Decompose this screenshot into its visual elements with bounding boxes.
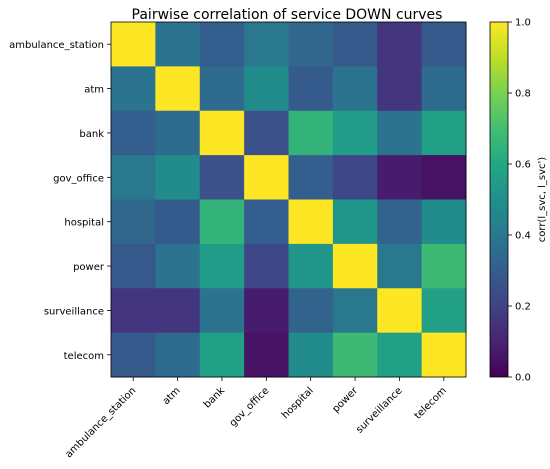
colorbar-tick-label: 0.6: [515, 160, 531, 171]
heatmap-cell-power-surveillance: [377, 243, 423, 289]
heatmap-cell-bank-ambulance_station: [111, 110, 156, 156]
y-tick-label: atm: [84, 85, 104, 96]
heatmap-cell-surveillance-bank: [199, 288, 245, 334]
heatmap-cell-power-telecom: [421, 243, 467, 289]
heatmap-cell-surveillance-atm: [155, 288, 201, 334]
heatmap-cell-telecom-hospital: [288, 332, 334, 378]
heatmap-cell-atm-bank: [199, 66, 245, 112]
heatmap-cell-gov_office-hospital: [288, 155, 334, 201]
colorbar: [489, 21, 509, 378]
heatmap-cell-atm-hospital: [288, 66, 334, 112]
heatmap-cell-atm-surveillance: [377, 66, 423, 112]
heatmap-cell-gov_office-telecom: [421, 155, 467, 201]
heatmap-cell-telecom-ambulance_station: [111, 332, 156, 378]
heatmap-cell-bank-power: [332, 110, 378, 156]
heatmap-cell-gov_office-atm: [155, 155, 201, 201]
heatmap-cell-hospital-power: [332, 199, 378, 245]
heatmap-cell-bank-surveillance: [377, 110, 423, 156]
heatmap-cell-hospital-bank: [199, 199, 245, 245]
heatmap-cell-gov_office-bank: [199, 155, 245, 201]
plot-frame: [110, 21, 467, 378]
heatmap-cell-bank-hospital: [288, 110, 334, 156]
heatmap-cell-surveillance-gov_office: [244, 288, 290, 334]
heatmap-cell-ambulance_station-bank: [199, 22, 245, 67]
heatmap-cell-power-ambulance_station: [111, 243, 156, 289]
colorbar-tick-label: 0.8: [515, 89, 531, 100]
colorbar-tick-label: 0.2: [515, 302, 531, 313]
heatmap-cell-bank-telecom: [421, 110, 467, 156]
heatmap-cell-ambulance_station-ambulance_station: [111, 22, 156, 67]
heatmap-cell-hospital-atm: [155, 199, 201, 245]
y-tick-label: power: [73, 262, 105, 273]
heatmap-cell-telecom-telecom: [421, 332, 467, 378]
colorbar-tick-label: 0.0: [515, 373, 531, 384]
heatmap-cell-hospital-ambulance_station: [111, 199, 156, 245]
colorbar-label: corr(l_svc, l_svc'): [537, 157, 548, 242]
heatmap-cell-power-power: [332, 243, 378, 289]
heatmap-cell-atm-atm: [155, 66, 201, 112]
heatmap-cell-atm-telecom: [421, 66, 467, 112]
heatmap-cell-gov_office-ambulance_station: [111, 155, 156, 201]
heatmap-cell-bank-gov_office: [244, 110, 290, 156]
heatmap-cell-surveillance-power: [332, 288, 378, 334]
heatmap-cell-telecom-atm: [155, 332, 201, 378]
heatmap-cell-atm-ambulance_station: [111, 66, 156, 112]
heatmap-cell-power-gov_office: [244, 243, 290, 289]
heatmap-cell-atm-gov_office: [244, 66, 290, 112]
y-tick-label: gov_office: [53, 173, 104, 184]
heatmap-cell-bank-atm: [155, 110, 201, 156]
heatmap-cell-telecom-surveillance: [377, 332, 423, 378]
y-tick-label: hospital: [64, 218, 104, 229]
heatmap-cell-ambulance_station-atm: [155, 22, 201, 67]
heatmap-cell-telecom-bank: [199, 332, 245, 378]
heatmap-cell-ambulance_station-hospital: [288, 22, 334, 67]
heatmap-cell-atm-power: [332, 66, 378, 112]
heatmap-cell-surveillance-hospital: [288, 288, 334, 334]
y-tick-label: bank: [79, 129, 104, 140]
heatmap-cell-telecom-gov_office: [244, 332, 290, 378]
heatmap-cell-surveillance-telecom: [421, 288, 467, 334]
heatmap-cell-power-hospital: [288, 243, 334, 289]
heatmap-cell-power-bank: [199, 243, 245, 289]
heatmap-cell-gov_office-gov_office: [244, 155, 290, 201]
y-tick-label: ambulance_station: [9, 40, 104, 51]
heatmap-cell-telecom-power: [332, 332, 378, 378]
heatmap-cell-hospital-gov_office: [244, 199, 290, 245]
heatmap-cell-ambulance_station-gov_office: [244, 22, 290, 67]
heatmap-cell-ambulance_station-power: [332, 22, 378, 67]
heatmap-cell-ambulance_station-telecom: [421, 22, 467, 67]
colorbar-tick-label: 0.4: [515, 231, 531, 242]
heatmap-cell-surveillance-surveillance: [377, 288, 423, 334]
colorbar-tick-label: 1.0: [515, 18, 531, 29]
heatmap-cell-ambulance_station-surveillance: [377, 22, 423, 67]
colorbar-ticks: 0.0 0.2 0.4 0.6 0.8 1.0: [508, 18, 531, 384]
heatmap-cell-hospital-telecom: [421, 199, 467, 245]
heatmap-cell-surveillance-ambulance_station: [111, 288, 156, 334]
y-tick-label: surveillance: [44, 306, 104, 317]
heatmap-cell-power-atm: [155, 243, 201, 289]
heatmap-cells: [111, 22, 467, 378]
heatmap-cell-gov_office-surveillance: [377, 155, 423, 201]
y-tick-label: telecom: [64, 351, 104, 362]
heatmap-cell-bank-bank: [199, 110, 245, 156]
heatmap-cell-hospital-surveillance: [377, 199, 423, 245]
heatmap-cell-gov_office-power: [332, 155, 378, 201]
heatmap-cell-hospital-hospital: [288, 199, 334, 245]
chart-title: Pairwise correlation of service DOWN cur…: [132, 7, 443, 23]
